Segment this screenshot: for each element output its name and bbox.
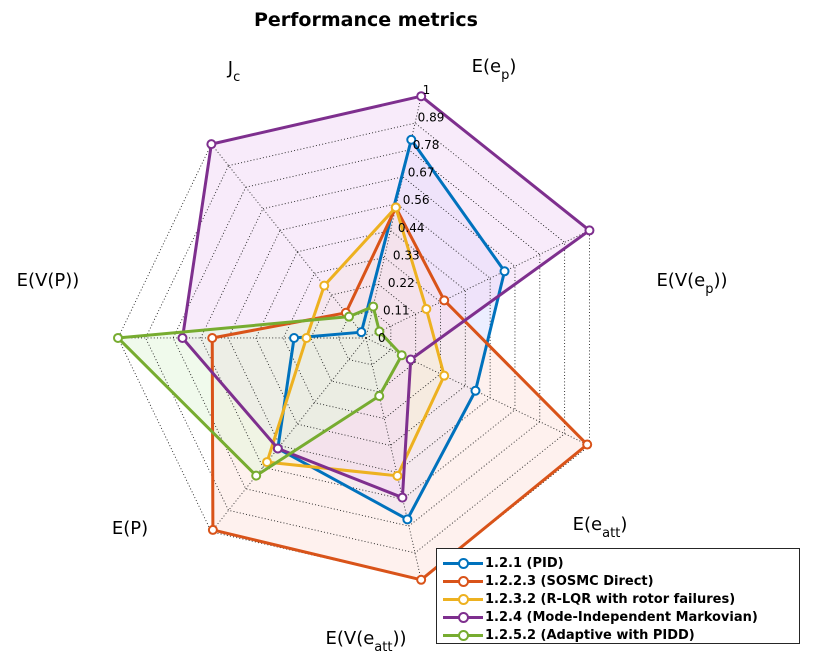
data-point	[421, 303, 432, 314]
data-point	[392, 470, 403, 481]
series-lines	[113, 91, 595, 585]
data-point	[396, 350, 407, 361]
axis-label-suffix: )	[620, 514, 627, 535]
tick-labels: 0 0.11 0.22 0.33 0.44 0.56 0.67 0.78 0.89 1	[378, 83, 444, 345]
data-point	[402, 514, 413, 525]
data-point	[177, 332, 188, 343]
axis-label-sub: p	[501, 68, 509, 83]
data-point	[416, 91, 427, 102]
legend-label: 1.2.4 (Mode-Independent Markovian)	[485, 609, 758, 625]
data-point	[301, 332, 312, 343]
axis-label: E(eatt)	[573, 514, 628, 541]
tick-label: 0.44	[398, 221, 425, 235]
series-fill-4	[118, 306, 402, 476]
axis-label-main: E(P)	[112, 518, 148, 539]
legend-swatch	[443, 610, 483, 624]
axis-label-main: E(V(P))	[17, 270, 80, 291]
tick-label: 0.89	[418, 111, 445, 125]
grid-ring	[200, 176, 516, 500]
legend-swatch	[443, 628, 483, 642]
data-point	[374, 391, 385, 402]
data-point	[439, 295, 450, 306]
tick-label: 0.33	[393, 248, 420, 262]
tick-label: 0.56	[403, 193, 430, 207]
data-point	[406, 134, 417, 145]
axis-label-main: E(V(e	[325, 628, 374, 649]
legend-item: 1.2.3.2 (R-LQR with rotor failures)	[443, 590, 735, 608]
data-point	[319, 280, 330, 291]
data-point	[207, 524, 218, 535]
axis-label-main: E(e	[472, 56, 501, 77]
axis-label-main: E(V(e	[656, 270, 705, 291]
data-point	[262, 457, 273, 468]
legend-swatch	[443, 592, 483, 606]
axis-label: E(ep)	[472, 56, 517, 83]
series-line-3	[180, 94, 591, 500]
legend-item: 1.2.4 (Mode-Independent Markovian)	[443, 608, 758, 626]
legend-item: 1.2.1 (PID)	[443, 554, 564, 572]
tick-label: 0.22	[388, 276, 415, 290]
axis-label-suffix: ))	[392, 628, 406, 649]
tick-label: 0.67	[408, 166, 435, 180]
data-point	[439, 370, 450, 381]
axis-label-suffix: ))	[714, 270, 728, 291]
chart-title: Performance metrics	[254, 9, 478, 31]
data-point	[397, 492, 408, 503]
grid-ring	[145, 122, 566, 554]
axis-label-sub: p	[705, 282, 713, 297]
data-point	[206, 139, 217, 150]
legend-swatch	[443, 574, 483, 588]
data-point	[272, 443, 283, 454]
data-point	[207, 332, 218, 343]
series-fills	[118, 96, 590, 580]
legend-item: 1.2.5.2 (Adaptive with PIDD)	[443, 626, 695, 644]
axis-label-main: J	[227, 58, 233, 79]
grid-ring	[337, 310, 392, 366]
axis-label: E(V(ep))	[656, 270, 727, 297]
axis-labels: JcE(ep)E(V(ep))E(eatt)E(V(eatt))E(P)E(V(…	[17, 56, 728, 655]
data-point	[390, 202, 401, 213]
data-point	[416, 574, 427, 585]
series-line-1	[210, 205, 589, 582]
axis-label-suffix: )	[509, 56, 516, 77]
legend-label: 1.2.1 (PID)	[485, 555, 564, 571]
tick-label: 0	[378, 331, 386, 345]
data-point	[582, 439, 593, 450]
axis-label: Jc	[227, 58, 240, 85]
legend-item: 1.2.2.3 (SOSMC Direct)	[443, 572, 654, 590]
axis-label: E(V(eatt))	[325, 628, 406, 655]
data-point	[584, 225, 595, 236]
legend-swatch	[443, 556, 483, 570]
data-point	[356, 327, 367, 338]
data-point	[343, 311, 354, 322]
data-point	[405, 354, 416, 365]
data-point	[113, 332, 123, 343]
data-point	[499, 266, 510, 277]
grid-ring	[282, 256, 441, 420]
data-point	[368, 301, 379, 312]
axis-label-main: E(e	[573, 514, 602, 535]
data-point	[289, 332, 300, 343]
grid-ring	[310, 283, 417, 393]
legend-label: 1.2.5.2 (Adaptive with PIDD)	[485, 627, 695, 643]
data-point	[470, 385, 481, 396]
tick-label: 1	[423, 83, 431, 97]
legend: 1.2.1 (PID) 1.2.2.3 (SOSMC Direct) 1.2.3.2…	[436, 548, 800, 644]
axis-label-sub: c	[233, 70, 240, 85]
axis-label-sub: att	[602, 526, 620, 541]
data-point	[374, 326, 385, 337]
legend-label: 1.2.2.3 (SOSMC Direct)	[485, 573, 654, 589]
series-line-0	[276, 138, 507, 521]
axis-label: E(V(P))	[17, 270, 80, 291]
axis-label-sub: att	[374, 640, 392, 655]
legend-label: 1.2.3.2 (R-LQR with rotor failures)	[485, 591, 736, 607]
axis-label: E(P)	[112, 518, 148, 539]
tick-label: 0.11	[383, 303, 410, 317]
tick-label: 0.78	[413, 138, 440, 152]
series-line-2	[265, 205, 446, 478]
data-point	[251, 470, 262, 481]
